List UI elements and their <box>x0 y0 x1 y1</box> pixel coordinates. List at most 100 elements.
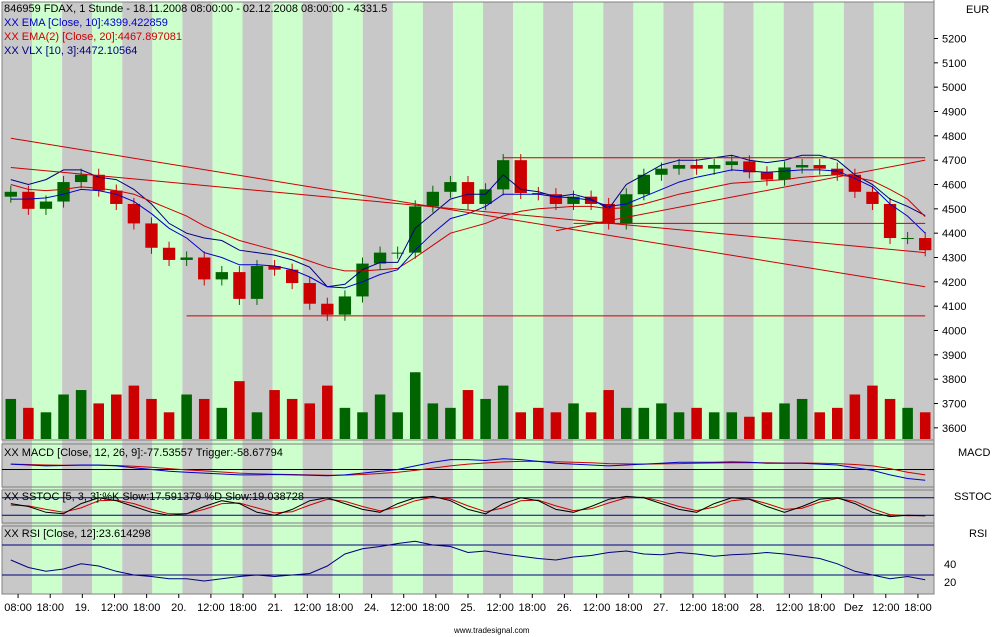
background-band <box>392 2 423 594</box>
rsi-tick-20: 20 <box>944 577 956 589</box>
volume-bar <box>374 394 386 439</box>
candle-body <box>883 203 897 239</box>
volume-bar <box>128 385 140 439</box>
volume-bar <box>111 394 122 439</box>
volume-bar <box>867 385 878 439</box>
price-tick-label: 3900 <box>942 350 966 362</box>
x-tick-label: 08:00 <box>4 602 32 614</box>
volume-bar <box>304 403 316 439</box>
x-tick-label: 25. <box>460 602 475 614</box>
candle-body <box>760 172 774 180</box>
price-tick-label: 5200 <box>942 34 966 46</box>
candle-body <box>708 165 721 169</box>
volume-bar <box>603 390 614 439</box>
price-tick-label: 4200 <box>942 277 966 289</box>
background-band <box>603 2 634 594</box>
volume-bar <box>832 407 843 439</box>
background-band <box>903 2 934 594</box>
price-tick-label: 4800 <box>942 131 966 143</box>
volume-bar <box>198 398 210 439</box>
candle-body <box>778 167 791 180</box>
x-tick-label: 20. <box>171 602 186 614</box>
background-band <box>483 2 514 594</box>
background-band <box>32 2 63 594</box>
sstoc-axis-name: SSTOC <box>954 491 992 503</box>
candle-body <box>479 189 492 204</box>
x-tick-label: 12:00 <box>583 602 611 614</box>
legend-ema10: XX EMA [Close, 10]:4399.422859 <box>4 17 168 29</box>
volume-bar <box>322 385 333 439</box>
background-band <box>513 2 544 594</box>
volume-bar <box>251 412 263 439</box>
volume-bar <box>919 412 931 439</box>
volume-bar <box>181 394 192 439</box>
candle-body <box>848 174 862 192</box>
x-tick-label: 18:00 <box>326 602 354 614</box>
x-tick-label: 12:00 <box>390 602 418 614</box>
volume-bar <box>585 412 597 439</box>
candle-body <box>268 266 281 270</box>
watermark: www.tradesignal.com <box>453 626 530 635</box>
x-tick-label: 12:00 <box>486 602 514 614</box>
candle-body <box>321 303 334 315</box>
x-tick-label: 28. <box>750 602 765 614</box>
volume-bar <box>23 407 34 439</box>
candle-body <box>162 247 176 260</box>
price-tick-label: 5000 <box>942 82 966 94</box>
candle-body <box>549 194 563 204</box>
volume-bar <box>392 412 403 439</box>
x-tick-label: 18:00 <box>519 602 547 614</box>
x-tick-label: 21. <box>268 602 283 614</box>
price-tick-label: 4400 <box>942 228 966 240</box>
background-band <box>182 2 213 594</box>
volume-bar <box>40 412 52 439</box>
candle-body <box>92 174 105 191</box>
price-tick-label: 4500 <box>942 204 966 216</box>
candle-body <box>22 191 35 209</box>
volume-bar <box>620 407 632 439</box>
price-tick-label: 4300 <box>942 253 966 265</box>
candle-body <box>127 203 141 224</box>
candle-body <box>373 252 387 264</box>
volume-bar <box>726 412 738 439</box>
candle-body <box>426 191 439 207</box>
volume-bar <box>357 412 368 439</box>
candle-body <box>532 193 545 195</box>
background-band <box>753 2 784 594</box>
candle-body <box>655 168 668 175</box>
candle-body <box>866 191 879 204</box>
volume-bar <box>445 407 456 439</box>
background-band <box>783 2 814 594</box>
candle-body <box>795 165 809 168</box>
candle-body <box>620 194 633 224</box>
x-tick-label: 12:00 <box>679 602 707 614</box>
right-axis: 3600 3700 3800 3900 4000 4100 4200 4300 4400 4500… <box>934 34 966 435</box>
volume-bar <box>427 403 439 439</box>
macd-line <box>10 458 926 481</box>
trendline <box>555 159 926 232</box>
macd-panel <box>2 458 934 481</box>
legend-ema20: XX EMA(2) [Close, 20]:4467.897081 <box>4 31 182 43</box>
volume-bar <box>515 412 527 439</box>
ema20-line <box>10 174 926 272</box>
volume-bar <box>638 407 650 439</box>
volume-bar <box>761 412 773 439</box>
x-tick-label: 26. <box>557 602 572 614</box>
volume-bar <box>673 412 685 439</box>
volume-bar <box>902 407 913 439</box>
sstoc-label: XX SSTOC [5, 3, 3]:%K Slow:17.591379 %D … <box>4 491 304 503</box>
axis-background <box>934 0 993 637</box>
candle-body <box>514 160 527 194</box>
volume-bar <box>744 416 755 439</box>
volume-bar <box>339 407 351 439</box>
price-tick-label: 3700 <box>942 399 966 411</box>
price-tick-label: 5100 <box>942 58 966 70</box>
candle-body <box>409 206 422 253</box>
candle-body <box>637 174 651 195</box>
candle-body <box>461 182 475 204</box>
candle-body <box>250 266 264 299</box>
background-band <box>92 2 123 594</box>
background-band <box>362 2 393 594</box>
